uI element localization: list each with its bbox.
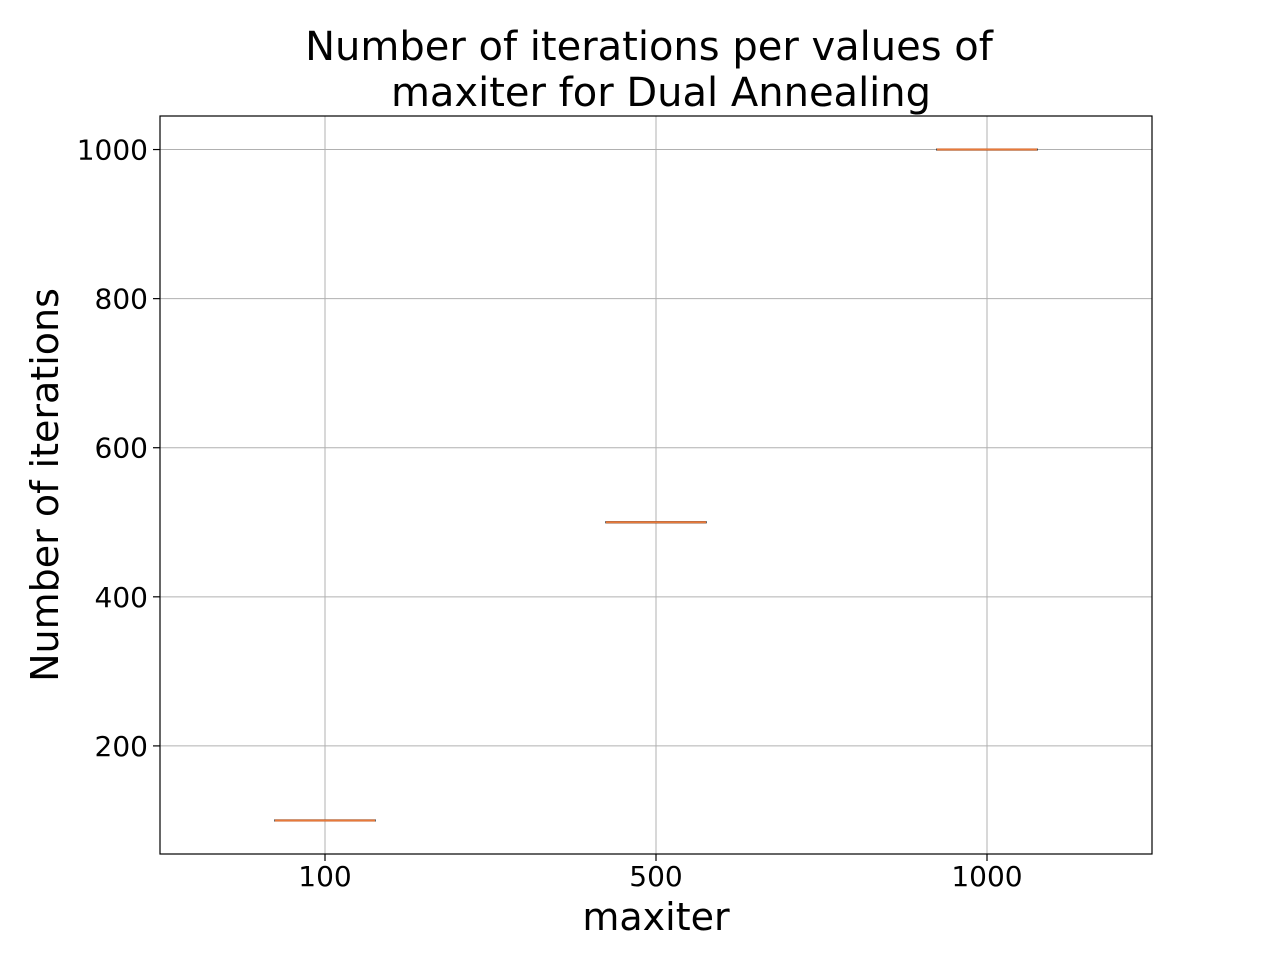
- x-axis-label: maxiter: [582, 895, 730, 939]
- y-tick-label: 800: [95, 283, 148, 316]
- x-tick-label: 500: [629, 860, 682, 893]
- chart-title-line-1: Number of iterations per values of: [305, 24, 994, 70]
- x-tick-label: 1000: [951, 860, 1022, 893]
- y-tick-label: 600: [95, 432, 148, 465]
- y-tick-label: 1000: [77, 134, 148, 167]
- y-tick-label: 400: [95, 581, 148, 614]
- ticks-layer: 200 400 600 800 1000 100 500 1000: [77, 134, 1023, 893]
- grid-layer: [160, 116, 1152, 854]
- chart-title-line-2: maxiter for Dual Annealing: [391, 70, 931, 116]
- y-tick-label: 200: [95, 730, 148, 763]
- y-axis-label: Number of iterations: [23, 288, 67, 682]
- marks-layer: [274, 148, 1038, 822]
- x-tick-label: 100: [298, 860, 351, 893]
